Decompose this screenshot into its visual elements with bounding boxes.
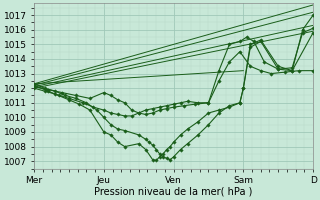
X-axis label: Pression niveau de la mer( hPa ): Pression niveau de la mer( hPa ): [94, 187, 253, 197]
